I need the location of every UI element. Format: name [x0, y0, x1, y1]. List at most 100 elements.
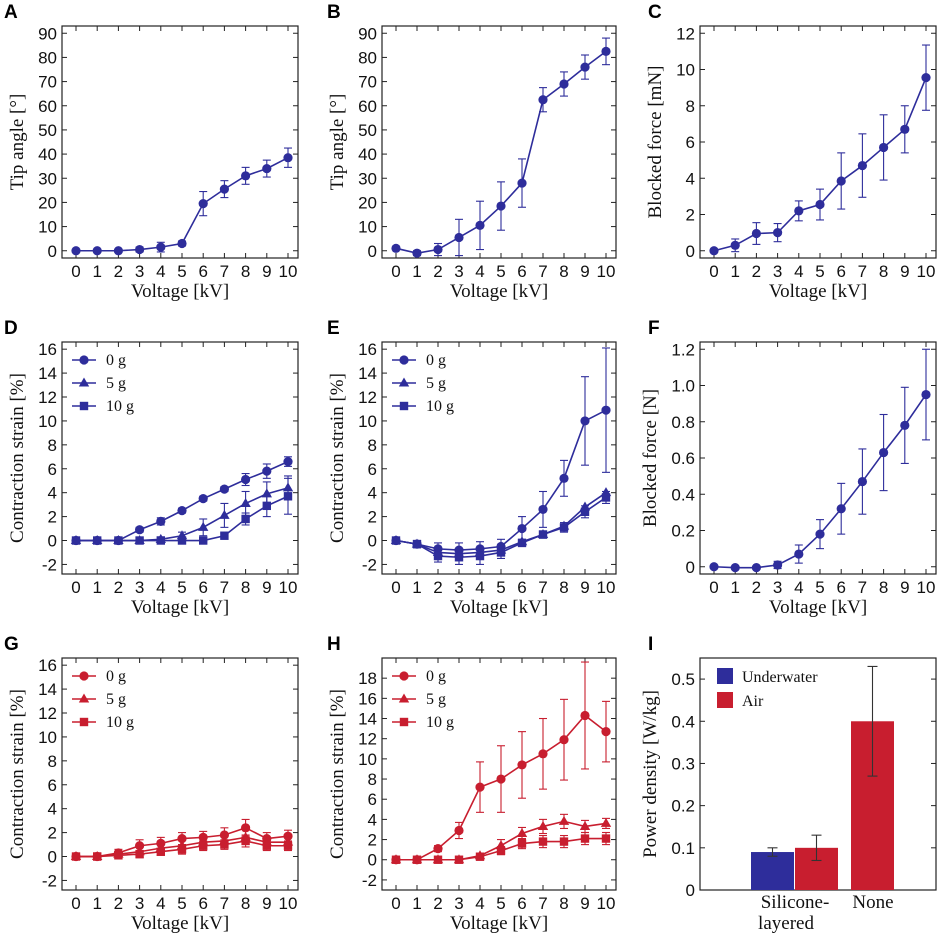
y-tick-label: 0.2	[671, 522, 695, 541]
data-point	[93, 852, 102, 861]
data-point	[857, 160, 868, 171]
data-point	[433, 551, 443, 561]
data-point	[709, 562, 719, 572]
data-point	[709, 246, 719, 256]
panel-label-E: E	[327, 318, 340, 339]
legend-entry: Air	[717, 692, 764, 710]
x-tick-label: 2	[433, 578, 442, 597]
x-tick-label: 4	[794, 578, 803, 597]
data-point	[751, 563, 762, 573]
data-point	[538, 749, 548, 759]
data-point	[412, 539, 422, 549]
y-tick-label: 0.1	[671, 839, 695, 858]
data-point	[433, 244, 443, 255]
x-tick-label: 9	[262, 262, 271, 281]
data-point	[198, 494, 208, 504]
data-point	[93, 536, 102, 545]
y-tick-label: 1.0	[671, 377, 695, 396]
panel-label-I: I	[648, 634, 653, 655]
y-tick-label: 90	[358, 24, 377, 43]
y-tick-label: 14	[38, 680, 57, 699]
x-tick-label: 1	[730, 578, 739, 597]
x-tick-label: 9	[262, 894, 271, 913]
y-tick-label: 30	[38, 169, 57, 188]
legend-marker	[399, 717, 409, 727]
x-tick-label: 9	[262, 578, 271, 597]
x-tick-label: 4	[794, 262, 803, 281]
y-tick-label: 10	[38, 412, 57, 431]
data-point	[262, 466, 272, 476]
series-main	[709, 348, 931, 573]
data-point	[283, 831, 293, 841]
x-tick-label: 7	[220, 578, 229, 597]
y-tick-label: 0.4	[671, 712, 695, 731]
data-point	[601, 493, 611, 502]
x-tick-label: 10	[917, 578, 936, 597]
data-point	[559, 735, 569, 745]
y-tick-label: 40	[358, 145, 377, 164]
y-tick-label: 8	[368, 436, 377, 455]
y-tick-label: 4	[368, 484, 377, 503]
y-axis-label: Blocked force [N]	[640, 389, 661, 527]
x-tick-label: 1	[92, 262, 101, 281]
data-point	[751, 228, 762, 239]
x-tick-label: 5	[177, 578, 186, 597]
data-point	[475, 782, 485, 792]
data-point	[454, 825, 464, 836]
x-tick-label: 10	[597, 262, 616, 281]
y-tick-label: 8	[368, 770, 377, 789]
y-tick-label: 4	[686, 169, 695, 188]
x-tick-label: 8	[879, 262, 888, 281]
y-tick-label: 2	[368, 508, 377, 527]
data-point	[517, 178, 527, 188]
data-point	[454, 232, 464, 243]
y-axis-label: Power density [W/kg]	[640, 690, 661, 858]
legend-entry: 0 g	[72, 668, 126, 685]
legend-marker	[78, 377, 90, 387]
data-point	[836, 504, 846, 514]
x-tick-label: 8	[559, 262, 568, 281]
data-point	[579, 820, 591, 830]
x-tick-label: 6	[836, 262, 845, 281]
y-axis-label: Contraction strain [%]	[7, 373, 28, 543]
data-point	[517, 760, 527, 770]
axes-frame	[699, 341, 937, 575]
bar-underwater	[751, 852, 794, 890]
panel-label-F: F	[648, 318, 660, 339]
axes-frame	[381, 25, 617, 259]
x-tick-label: 1	[412, 262, 421, 281]
y-tick-label: 16	[358, 340, 377, 359]
data-point	[900, 420, 910, 430]
data-point	[730, 240, 740, 250]
x-tick-label: 5	[177, 894, 186, 913]
x-tick-label: 2	[433, 262, 442, 281]
data-point	[262, 501, 271, 511]
data-point	[433, 855, 443, 864]
data-point	[241, 514, 250, 524]
y-tick-label: 18	[358, 669, 377, 688]
data-point	[412, 248, 422, 258]
legend-swatch	[717, 692, 733, 708]
x-tick-label: 10	[279, 262, 298, 281]
axes-frame	[381, 657, 617, 891]
data-point	[773, 560, 783, 570]
y-tick-label: 16	[358, 689, 377, 708]
data-point	[921, 389, 931, 400]
legend-entry: Underwater	[717, 668, 818, 686]
legend-entry: 10 g	[72, 714, 134, 731]
legend-label: 10 g	[106, 398, 134, 415]
y-tick-label: 0	[686, 558, 695, 577]
x-tick-label: 1	[412, 578, 421, 597]
data-point	[580, 834, 590, 843]
y-tick-label: 0	[686, 881, 695, 900]
legend-swatch	[717, 668, 733, 684]
x-tick-label: 8	[241, 262, 250, 281]
data-point	[580, 507, 590, 517]
data-point	[156, 242, 166, 252]
data-point	[538, 95, 548, 105]
x-axis-label: Voltage [kV]	[131, 281, 229, 302]
